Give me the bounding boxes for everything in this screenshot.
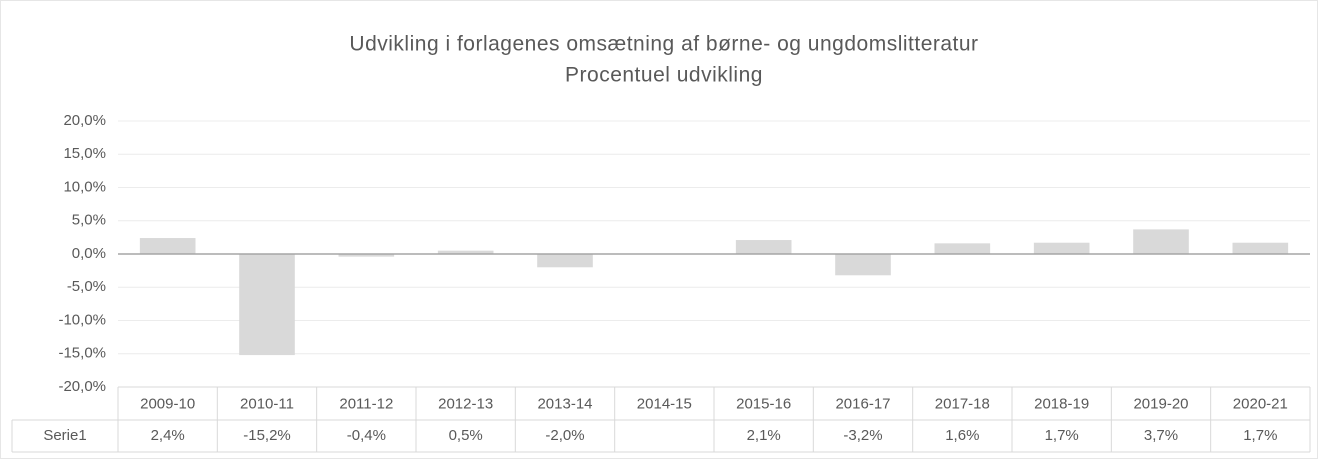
y-tick-label: 10,0% [63, 178, 106, 195]
x-tick-label: 2014-15 [637, 395, 692, 412]
x-tick-label: 2015-16 [736, 395, 791, 412]
bar [139, 238, 196, 254]
bar [934, 243, 991, 254]
data-label: 1,6% [945, 427, 979, 444]
data-label: 2,1% [747, 427, 781, 444]
data-label: 2,4% [151, 427, 185, 444]
x-tick-label: 2012-13 [438, 395, 493, 412]
data-label: 3,7% [1144, 427, 1178, 444]
x-tick-label: 2016-17 [835, 395, 890, 412]
data-label: 1,7% [1045, 427, 1079, 444]
chart-subtitle: Procentuel udvikling [565, 64, 763, 87]
data-label: 0,5% [449, 427, 483, 444]
y-tick-label: -20,0% [58, 378, 106, 395]
bar [537, 254, 593, 268]
bar [835, 254, 891, 276]
data-label: -3,2% [843, 427, 882, 444]
bar [1133, 229, 1189, 254]
y-tick-label: 0,0% [72, 245, 106, 262]
data-label: -0,4% [347, 427, 386, 444]
x-tick-label: 2013-14 [537, 395, 592, 412]
x-tick-label: 2009-10 [140, 395, 195, 412]
bar [437, 250, 494, 254]
y-tick-label: 5,0% [72, 212, 106, 229]
data-label: -15,2% [243, 427, 291, 444]
x-tick-label: 2020-21 [1233, 395, 1288, 412]
y-tick-label: -5,0% [67, 278, 106, 295]
x-tick-label: 2018-19 [1034, 395, 1089, 412]
bar [1033, 242, 1090, 254]
bar [239, 254, 295, 356]
x-tick-label: 2010-11 [240, 395, 294, 412]
x-tick-label: 2019-20 [1133, 395, 1188, 412]
legend-label: Serie1 [43, 427, 86, 444]
x-tick-label: 2011-12 [339, 395, 393, 412]
bar [735, 240, 792, 254]
data-label: -2,0% [545, 427, 584, 444]
y-tick-label: 20,0% [63, 112, 106, 129]
bar [1232, 242, 1289, 254]
y-tick-label: -15,0% [58, 345, 106, 362]
x-tick-label: 2017-18 [935, 395, 990, 412]
data-label: 1,7% [1243, 427, 1277, 444]
chart-title: Udvikling i forlagenes omsætning af børn… [349, 33, 978, 56]
y-tick-label: -10,0% [58, 311, 106, 328]
bar [338, 254, 395, 257]
y-tick-label: 15,0% [63, 145, 106, 162]
